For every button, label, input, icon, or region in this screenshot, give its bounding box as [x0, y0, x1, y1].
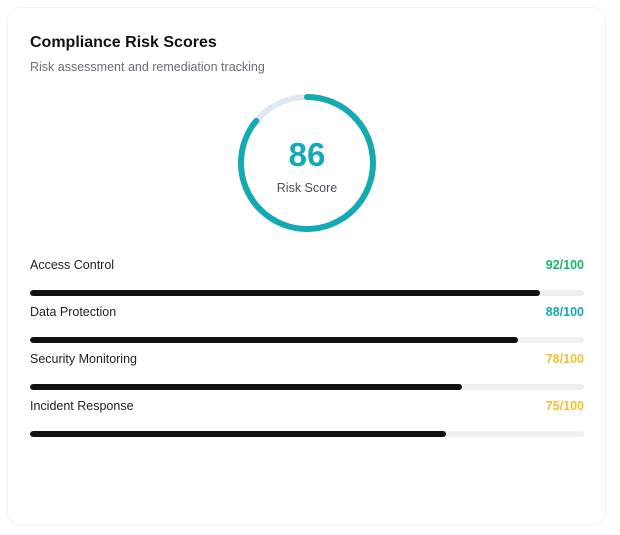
metric-list: Access Control 92/100 Data Protection 88… — [30, 258, 584, 446]
metric-name: Access Control — [30, 258, 115, 272]
progress-fill — [30, 337, 518, 343]
progress-track — [30, 431, 584, 437]
metric-name: Incident Response — [30, 399, 134, 413]
progress-fill — [30, 290, 540, 296]
risk-scores-card: Compliance Risk Scores Risk assessment a… — [8, 8, 605, 524]
risk-score-value: 86 — [288, 136, 326, 173]
metric-incident-response: Incident Response 75/100 — [30, 399, 584, 446]
risk-score-label: Risk Score — [276, 181, 338, 195]
progress-track — [30, 384, 584, 390]
metric-score: 75/100 — [545, 399, 584, 413]
progress-track — [30, 337, 584, 343]
card-title: Compliance Risk Scores — [30, 34, 217, 51]
metric-security-monitoring: Security Monitoring 78/100 — [30, 352, 584, 399]
progress-fill — [30, 384, 463, 390]
card-subtitle: Risk assessment and remediation tracking — [30, 60, 265, 74]
gauge-ring — [238, 94, 376, 232]
metric-name: Security Monitoring — [30, 352, 137, 366]
risk-score-gauge: 86 Risk Score — [236, 92, 378, 234]
gauge-progress-arc — [238, 94, 376, 232]
metric-data-protection: Data Protection 88/100 — [30, 305, 584, 352]
metric-access-control: Access Control 92/100 — [30, 258, 584, 305]
progress-track — [30, 290, 584, 296]
metric-name: Data Protection — [30, 305, 117, 319]
metric-score: 88/100 — [545, 305, 584, 319]
metric-score: 92/100 — [545, 258, 584, 272]
metric-score: 78/100 — [545, 352, 584, 366]
progress-fill — [30, 431, 446, 437]
